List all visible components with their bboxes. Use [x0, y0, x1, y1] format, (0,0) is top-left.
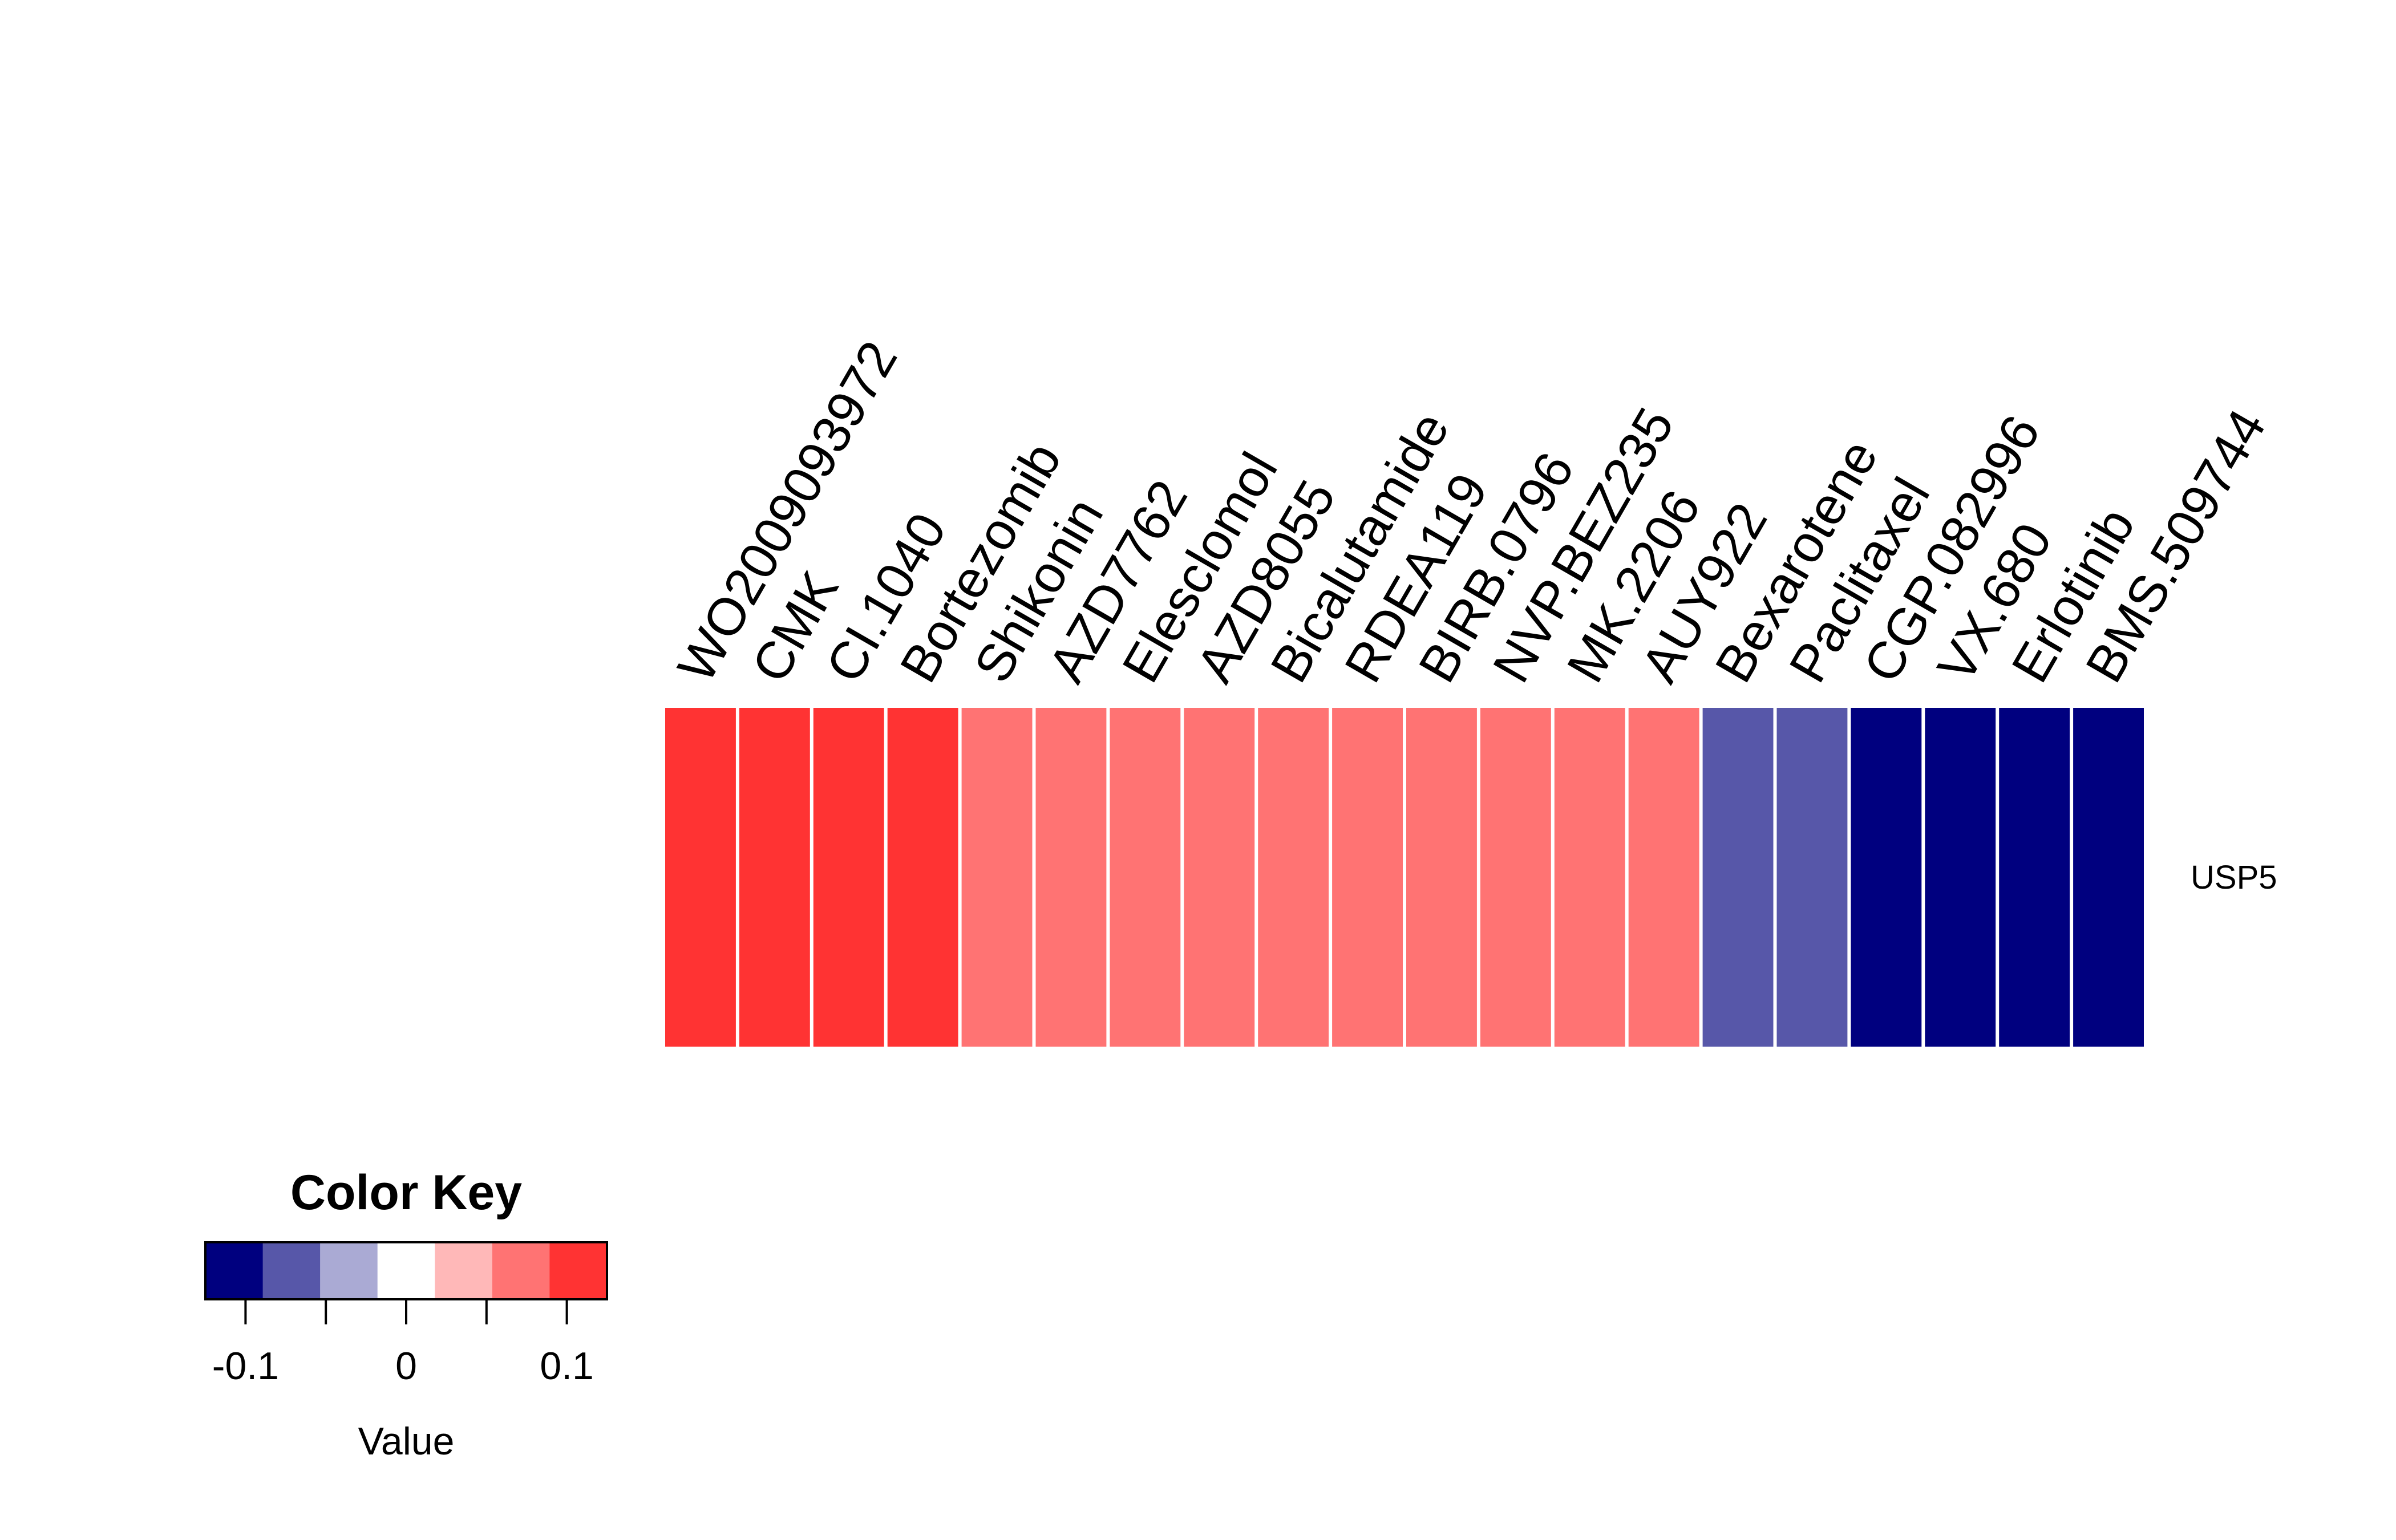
heatmap-cell: [665, 708, 736, 1047]
heatmap-cell: [1851, 708, 1922, 1047]
color-key-tick-label: 0.1: [540, 1344, 594, 1388]
color-key-bin: [320, 1242, 378, 1299]
color-key-bins: [205, 1242, 608, 1299]
heatmap-cell: [1480, 708, 1551, 1047]
heatmap-cell: [1110, 708, 1181, 1047]
color-key-title: Color Key: [290, 1165, 522, 1220]
color-key-bin: [492, 1242, 551, 1299]
color-key: Color Key -0.1 0 0.1 Value: [204, 1165, 608, 1463]
heatmap-cell: [1184, 708, 1255, 1047]
heatmap-cell: [1035, 708, 1107, 1047]
heatmap-cell: [887, 708, 958, 1047]
column-labels: WO2009093972CMKCI.1040BortezomibShikonin…: [667, 332, 2277, 692]
color-key-tick-label: 0: [395, 1344, 417, 1388]
heatmap-cell: [1554, 708, 1625, 1047]
heatmap-cell: [739, 708, 810, 1047]
heatmap-cell: [1258, 708, 1329, 1047]
heatmap-cell: [961, 708, 1033, 1047]
color-key-bin: [205, 1242, 264, 1299]
heatmap-cell: [1332, 708, 1403, 1047]
heatmap-cell: [2073, 708, 2144, 1047]
heatmap-cell: [1925, 708, 1996, 1047]
row-labels: USP5: [2191, 859, 2277, 896]
color-key-bin: [435, 1242, 493, 1299]
color-key-bin: [262, 1242, 321, 1299]
color-key-ticks: -0.1 0 0.1: [212, 1299, 594, 1388]
heatmap-cell: [813, 708, 884, 1047]
heatmap-cell: [1702, 708, 1774, 1047]
heatmap-cells: [665, 708, 2144, 1047]
color-key-tick-label: -0.1: [212, 1344, 279, 1388]
row-label: USP5: [2191, 859, 2277, 896]
color-key-axis-label: Value: [358, 1420, 455, 1463]
heatmap-cell: [1776, 708, 1848, 1047]
color-key-bin: [377, 1242, 435, 1299]
heatmap-cell: [1999, 708, 2070, 1047]
heatmap-cell: [1628, 708, 1699, 1047]
heatmap-cell: [1406, 708, 1477, 1047]
color-key-bin: [549, 1242, 608, 1299]
